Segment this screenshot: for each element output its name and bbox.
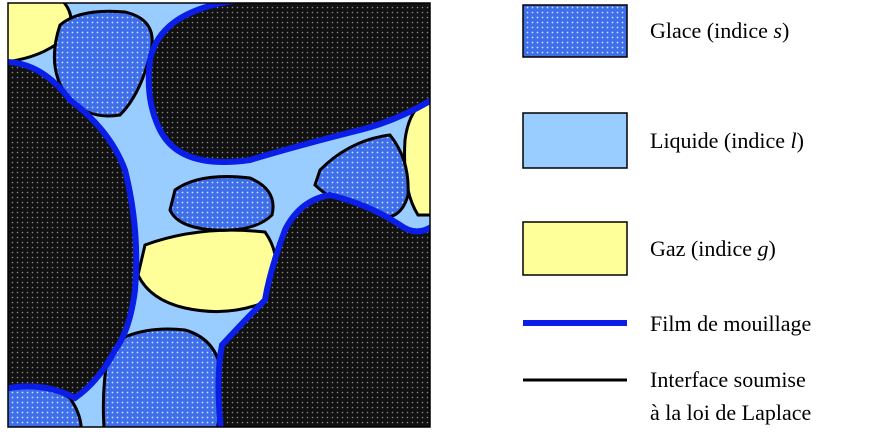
legend-label: Liquide (indice l)	[650, 128, 804, 153]
swatch-ice	[522, 4, 628, 58]
label-symbol: l	[791, 128, 797, 153]
label-text: Liquide (indice	[650, 128, 791, 153]
label-text: )	[769, 236, 776, 261]
label-text: )	[797, 128, 804, 153]
legend-label: à la loi de Laplace	[650, 400, 811, 425]
label-text: Glace (indice	[650, 18, 773, 43]
swatch-liquid	[522, 112, 628, 169]
porous-medium	[8, 3, 430, 427]
label-text: )	[782, 18, 789, 43]
legend: Glace (indice s) Liquide (indice l) Gaz …	[522, 4, 811, 425]
frame	[7, 2, 431, 428]
legend-label: Gaz (indice g)	[650, 236, 776, 261]
label-symbol: s	[773, 18, 782, 43]
legend-label: Glace (indice s)	[650, 18, 789, 43]
label-symbol: g	[758, 236, 769, 261]
swatch-gas	[522, 221, 628, 276]
legend-label: Film de mouillage	[650, 311, 811, 336]
legend-label: Interface soumise	[650, 367, 806, 392]
label-text: Gaz (indice	[650, 236, 758, 261]
